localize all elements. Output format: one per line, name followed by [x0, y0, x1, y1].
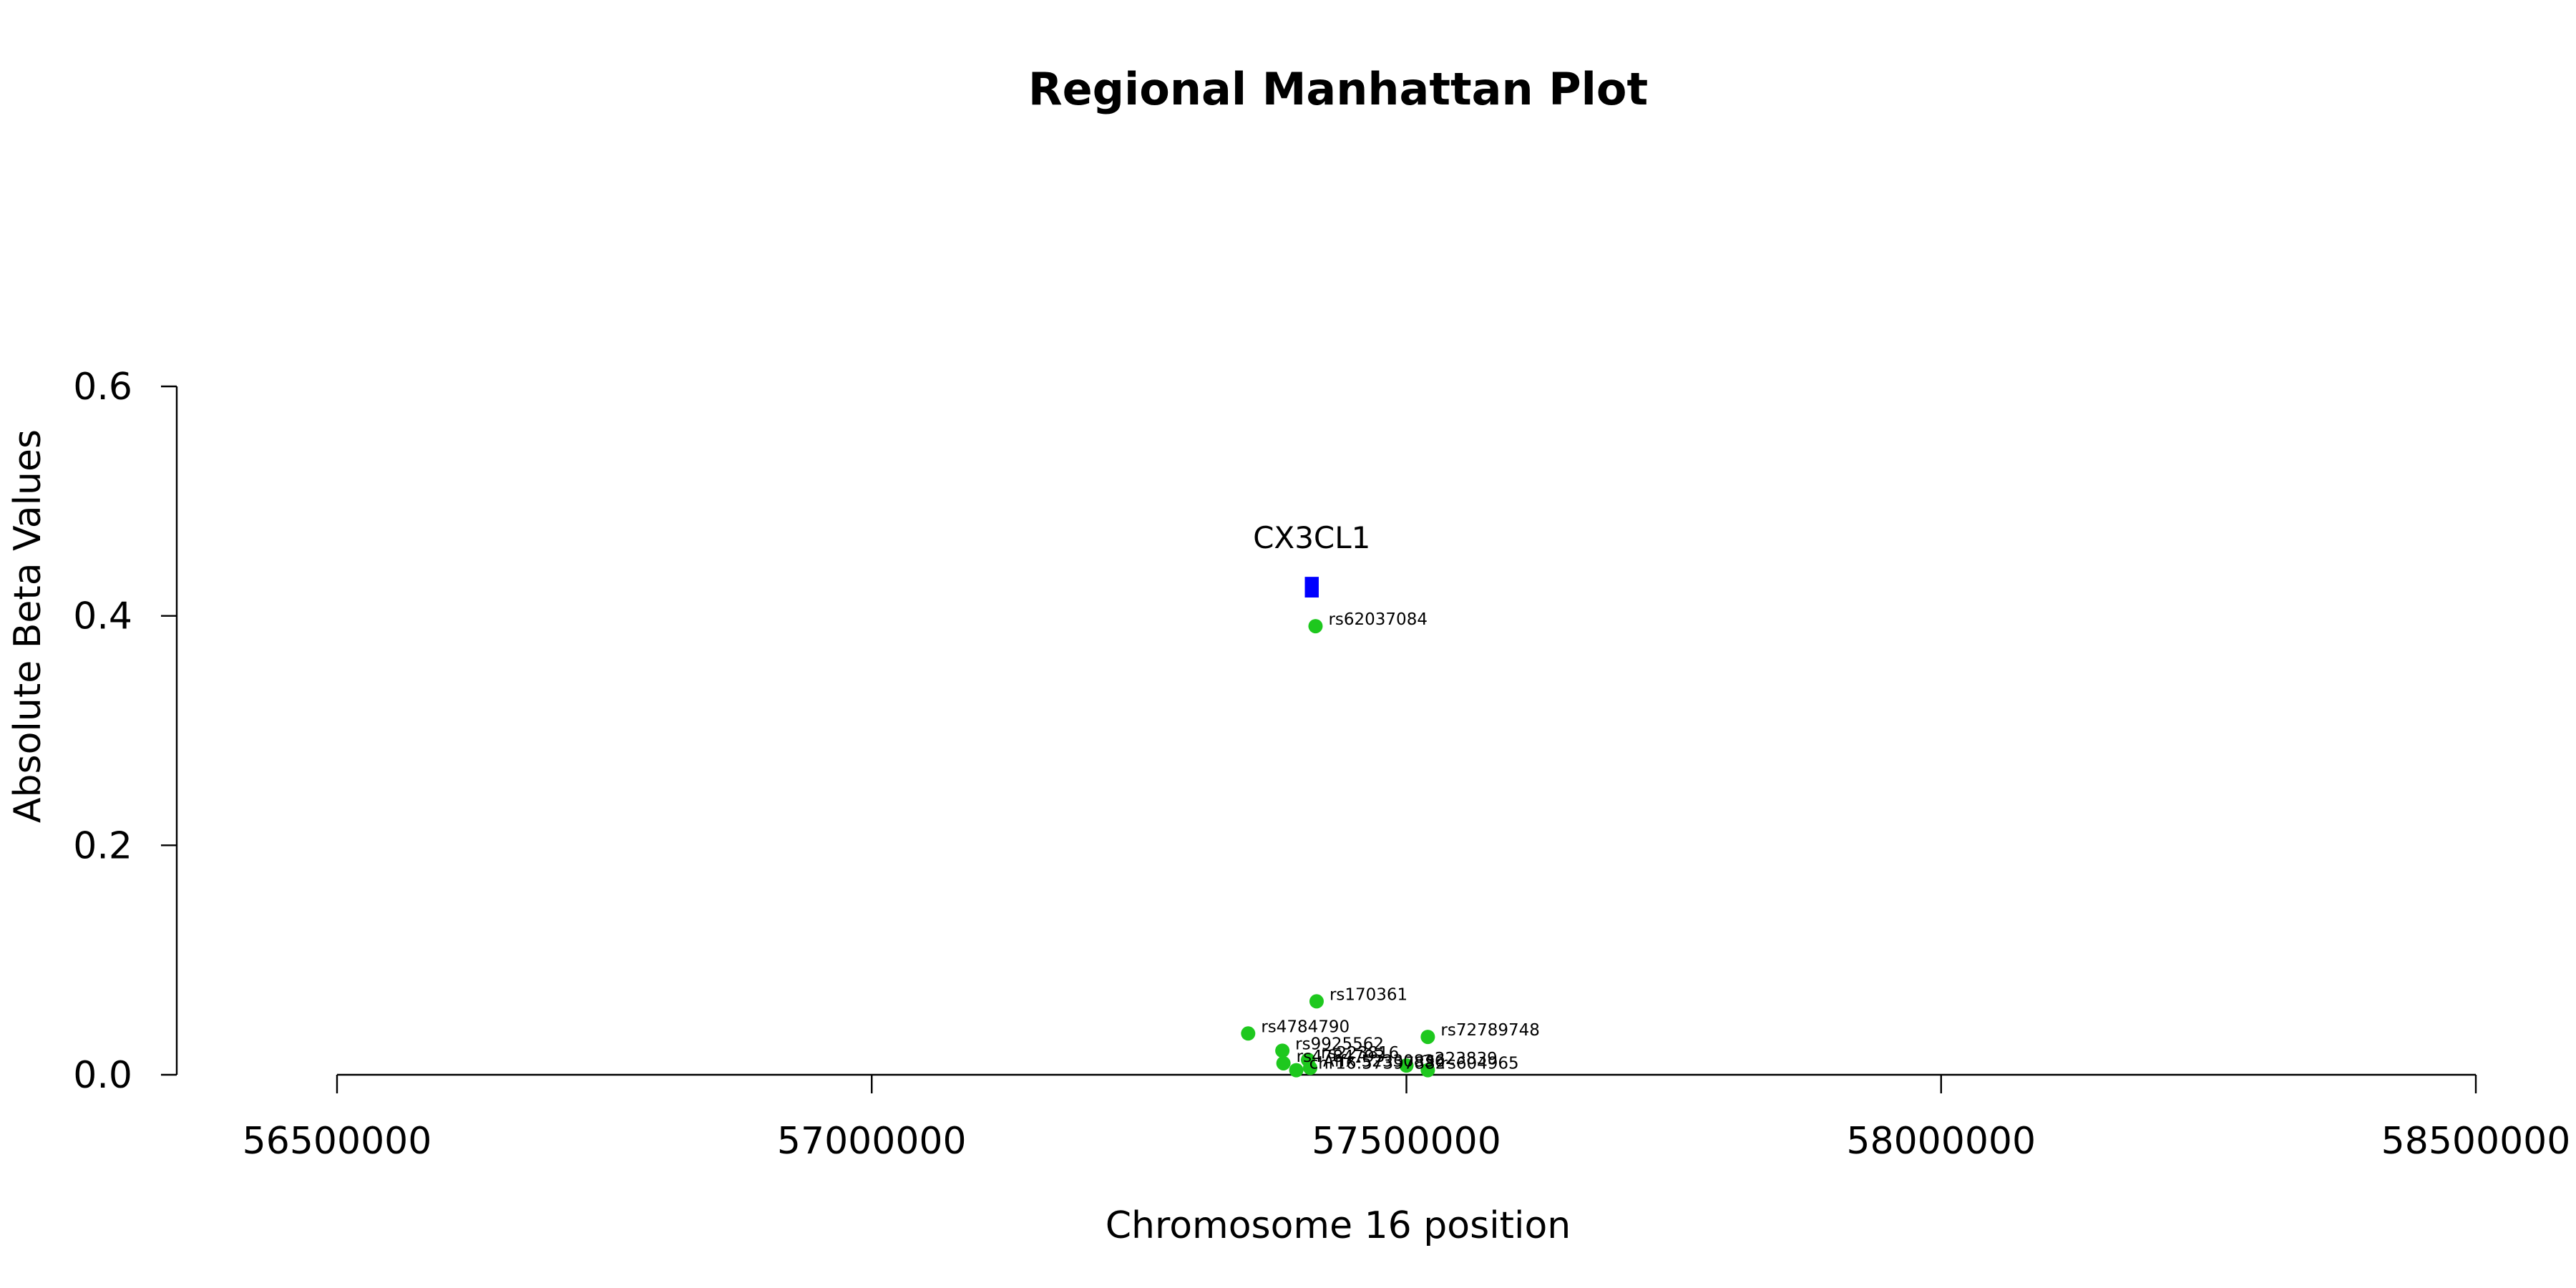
- snp-label: rs9925562: [1295, 1035, 1384, 1053]
- snp-point: [1241, 1026, 1256, 1041]
- y-tick-label: 0.6: [73, 366, 132, 409]
- snp-label: rs223839: [1420, 1050, 1498, 1068]
- gene-label: CX3CL1: [1253, 520, 1370, 555]
- snp-label: rs72789748: [1440, 1021, 1540, 1040]
- snp-points-layer: [1241, 619, 1435, 1078]
- gene-marker: [1304, 577, 1319, 598]
- snp-label: rs170361: [1330, 985, 1407, 1004]
- x-axis-label: Chromosome 16 position: [1106, 1204, 1571, 1247]
- snp-label: rs4784793: [1297, 1048, 1385, 1066]
- chart-title: Regional Manhattan Plot: [1028, 63, 1648, 115]
- snp-point: [1420, 1030, 1435, 1045]
- x-tick-label: 58000000: [1846, 1120, 2036, 1163]
- x-tick-label: 57000000: [777, 1120, 967, 1163]
- x-tick-label: 56500000: [243, 1120, 432, 1163]
- x-tick-label: 58500000: [2381, 1120, 2571, 1163]
- snp-point: [1308, 619, 1323, 634]
- snp-point: [1302, 1060, 1317, 1075]
- y-tick-label: 0.4: [73, 595, 132, 638]
- y-axis-label: Absolute Beta Values: [6, 429, 49, 823]
- y-axis-ticks: 0.0 0.2 0.4 0.6: [73, 366, 177, 1097]
- snp-point: [1275, 1043, 1290, 1058]
- x-axis-ticks: 56500000 57000000 57500000 58000000 58500000: [243, 1075, 2571, 1163]
- snp-label: rs604965: [1440, 1055, 1518, 1073]
- snp-point: [1309, 994, 1324, 1009]
- y-tick-label: 0.0: [73, 1054, 132, 1097]
- snp-label: rs62037084: [1328, 610, 1428, 629]
- snp-point: [1289, 1063, 1304, 1078]
- snp-labels-layer: rs62037084 rs170361 rs4784790 rs72789748 rs9…: [1261, 610, 1540, 1073]
- snp-label: rs4784790: [1261, 1018, 1350, 1036]
- snp-point: [1420, 1063, 1435, 1078]
- x-tick-label: 57500000: [1312, 1120, 1501, 1163]
- snp-label: chr16:57397882: [1309, 1055, 1446, 1073]
- y-tick-label: 0.2: [73, 824, 132, 867]
- snp-label: rs223816: [1321, 1044, 1399, 1063]
- snp-point: [1399, 1058, 1414, 1073]
- snp-label: Affx-52330836: [1323, 1052, 1445, 1070]
- snp-point: [1276, 1055, 1291, 1070]
- gene-layer: CX3CL1: [1253, 520, 1370, 598]
